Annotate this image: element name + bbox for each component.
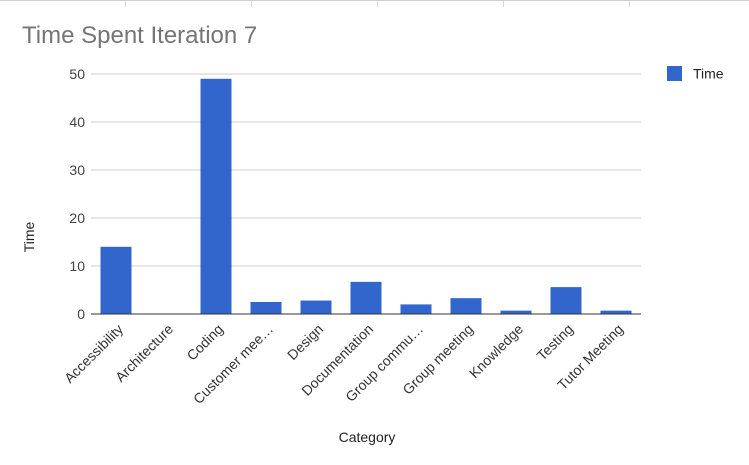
y-axis-label: Time	[21, 221, 37, 252]
legend: Time	[667, 66, 724, 82]
y-tick-label: 50	[69, 66, 85, 82]
sheet-grid-lines	[0, 0, 749, 7]
bar-3	[250, 302, 282, 314]
x-tick-label: Testing	[533, 321, 576, 364]
gridlines	[91, 73, 641, 267]
bar-0	[100, 246, 132, 314]
y-tick-label: 0	[77, 306, 85, 322]
bar-10	[600, 310, 632, 314]
x-tick-label: Knowledge	[466, 321, 526, 381]
y-tick-label: 20	[69, 210, 85, 226]
x-tick-label: Coding	[183, 321, 226, 364]
bar-2	[200, 78, 232, 314]
y-tick-labels: 0 10 20 30 40 50	[69, 66, 85, 322]
bar-6	[400, 304, 432, 314]
legend-label-time: Time	[693, 66, 724, 82]
y-tick-label: 40	[69, 114, 85, 130]
bar-8	[500, 310, 532, 314]
x-axis-label: Category	[339, 429, 396, 445]
chart-title: Time Spent Iteration 7	[22, 22, 258, 49]
bar-9	[550, 287, 582, 314]
y-tick-label: 30	[69, 162, 85, 178]
bars	[100, 78, 632, 314]
y-tick-label: 10	[69, 258, 85, 274]
x-tick-label: Design	[284, 321, 326, 363]
bar-5	[350, 281, 382, 314]
bar-7	[450, 298, 482, 314]
bar-4	[300, 300, 332, 314]
legend-swatch-time	[667, 66, 682, 81]
